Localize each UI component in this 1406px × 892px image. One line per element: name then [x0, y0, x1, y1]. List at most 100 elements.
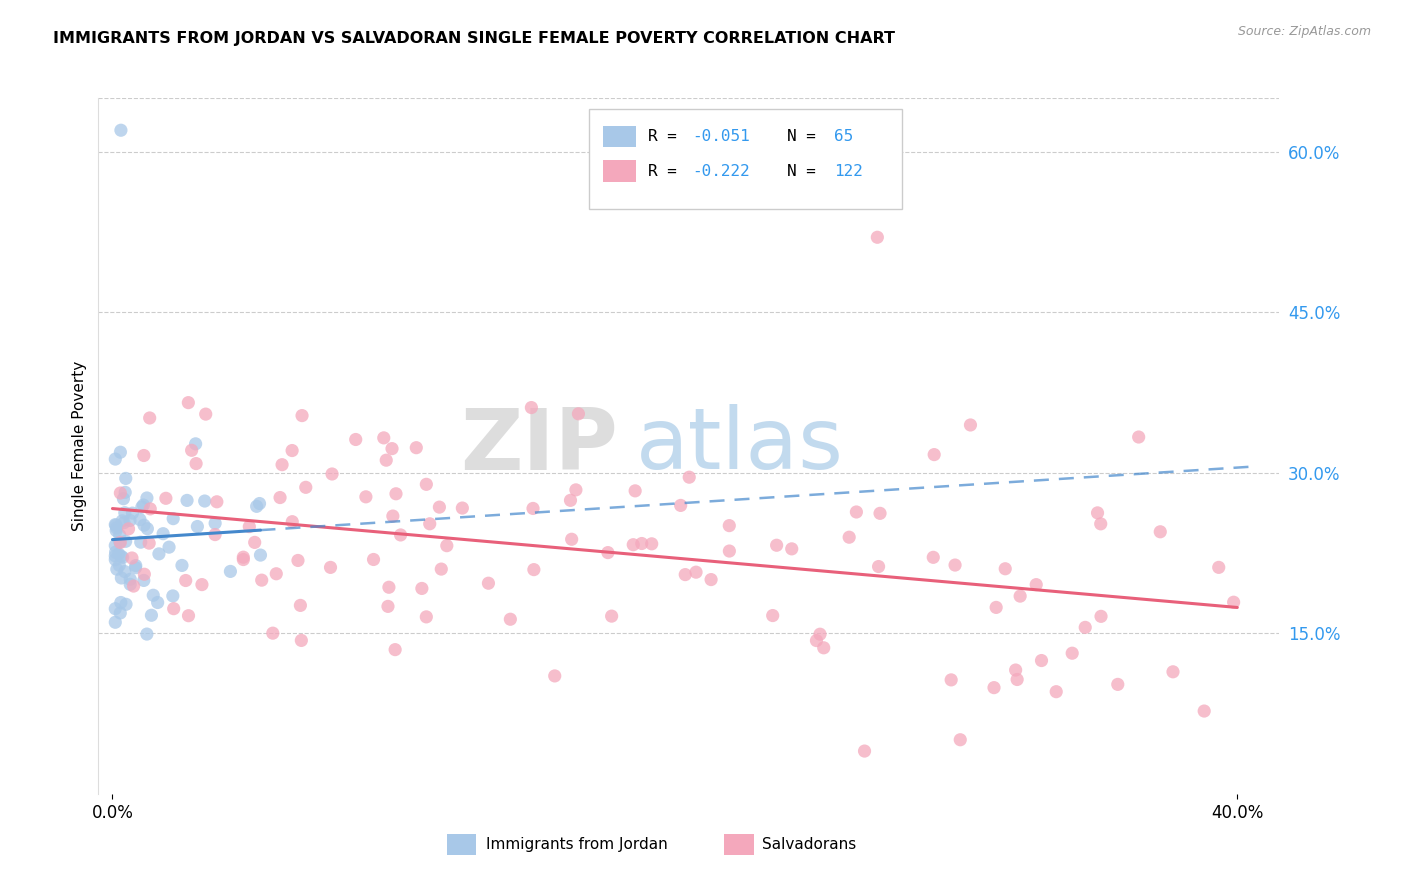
- Point: [354, 490, 377, 504]
- Point: [114, 471, 136, 485]
- Point: [121, 506, 143, 520]
- Point: [108, 535, 131, 549]
- Point: [429, 500, 451, 515]
- Point: [290, 599, 312, 613]
- Point: [264, 566, 287, 581]
- Point: [375, 453, 398, 467]
- Point: [866, 230, 889, 244]
- Point: [291, 409, 314, 423]
- Point: [1062, 646, 1084, 660]
- Point: [561, 533, 583, 547]
- Text: 122: 122: [834, 163, 863, 178]
- Point: [163, 601, 186, 615]
- Point: [780, 541, 803, 556]
- Point: [1192, 704, 1215, 718]
- Point: [560, 493, 582, 508]
- Point: [1222, 595, 1244, 609]
- Point: [1010, 589, 1032, 603]
- Point: [419, 516, 441, 531]
- Point: [115, 597, 138, 611]
- Point: [806, 633, 828, 648]
- Point: [105, 524, 128, 538]
- Point: [204, 527, 226, 541]
- Point: [1031, 654, 1053, 668]
- Point: [281, 443, 304, 458]
- Point: [319, 560, 342, 574]
- Point: [363, 552, 385, 566]
- Point: [430, 562, 453, 576]
- Point: [523, 563, 546, 577]
- Point: [385, 487, 408, 501]
- Point: [108, 558, 131, 573]
- Point: [184, 437, 207, 451]
- Point: [162, 589, 184, 603]
- Point: [621, 538, 644, 552]
- Point: [384, 642, 406, 657]
- FancyBboxPatch shape: [589, 109, 901, 210]
- Point: [838, 530, 860, 544]
- Point: [287, 553, 309, 567]
- Point: [110, 535, 132, 549]
- Point: [138, 411, 160, 425]
- Point: [112, 491, 135, 506]
- Point: [943, 558, 966, 572]
- Point: [132, 449, 155, 463]
- Point: [624, 483, 647, 498]
- Point: [271, 458, 294, 472]
- Point: [1161, 665, 1184, 679]
- Text: ZIP: ZIP: [460, 404, 619, 488]
- Point: [522, 501, 544, 516]
- Point: [1045, 684, 1067, 698]
- Point: [114, 534, 136, 549]
- Point: [142, 588, 165, 602]
- Point: [232, 550, 254, 565]
- Point: [389, 528, 412, 542]
- Point: [290, 633, 312, 648]
- Bar: [603, 161, 636, 182]
- Point: [120, 572, 142, 586]
- Point: [105, 562, 128, 576]
- Point: [1128, 430, 1150, 444]
- Point: [641, 537, 664, 551]
- Point: [148, 547, 170, 561]
- Point: [477, 576, 499, 591]
- Point: [373, 431, 395, 445]
- Point: [243, 535, 266, 549]
- Point: [111, 514, 134, 528]
- Text: Source: ZipAtlas.com: Source: ZipAtlas.com: [1237, 25, 1371, 38]
- Point: [232, 552, 254, 566]
- Point: [125, 558, 148, 573]
- Point: [120, 577, 142, 591]
- Point: [1090, 609, 1112, 624]
- Point: [114, 506, 136, 520]
- Point: [122, 579, 145, 593]
- Text: 65: 65: [834, 128, 853, 144]
- Point: [922, 448, 945, 462]
- Point: [105, 521, 128, 535]
- Point: [499, 612, 522, 626]
- Point: [110, 571, 132, 585]
- Point: [114, 485, 136, 500]
- Point: [135, 491, 157, 505]
- Point: [294, 480, 316, 494]
- Point: [813, 640, 835, 655]
- Point: [117, 522, 139, 536]
- Point: [104, 549, 127, 563]
- Point: [405, 441, 427, 455]
- Point: [959, 417, 981, 432]
- Point: [411, 582, 433, 596]
- Point: [1004, 663, 1026, 677]
- Point: [281, 515, 304, 529]
- Point: [110, 123, 132, 137]
- Point: [994, 562, 1017, 576]
- Point: [249, 496, 271, 510]
- Point: [600, 609, 623, 624]
- Point: [177, 395, 200, 409]
- Point: [250, 573, 273, 587]
- Bar: [603, 126, 636, 147]
- Point: [107, 547, 129, 561]
- Point: [941, 673, 963, 687]
- Point: [451, 501, 474, 516]
- Point: [630, 536, 652, 550]
- Point: [104, 539, 127, 553]
